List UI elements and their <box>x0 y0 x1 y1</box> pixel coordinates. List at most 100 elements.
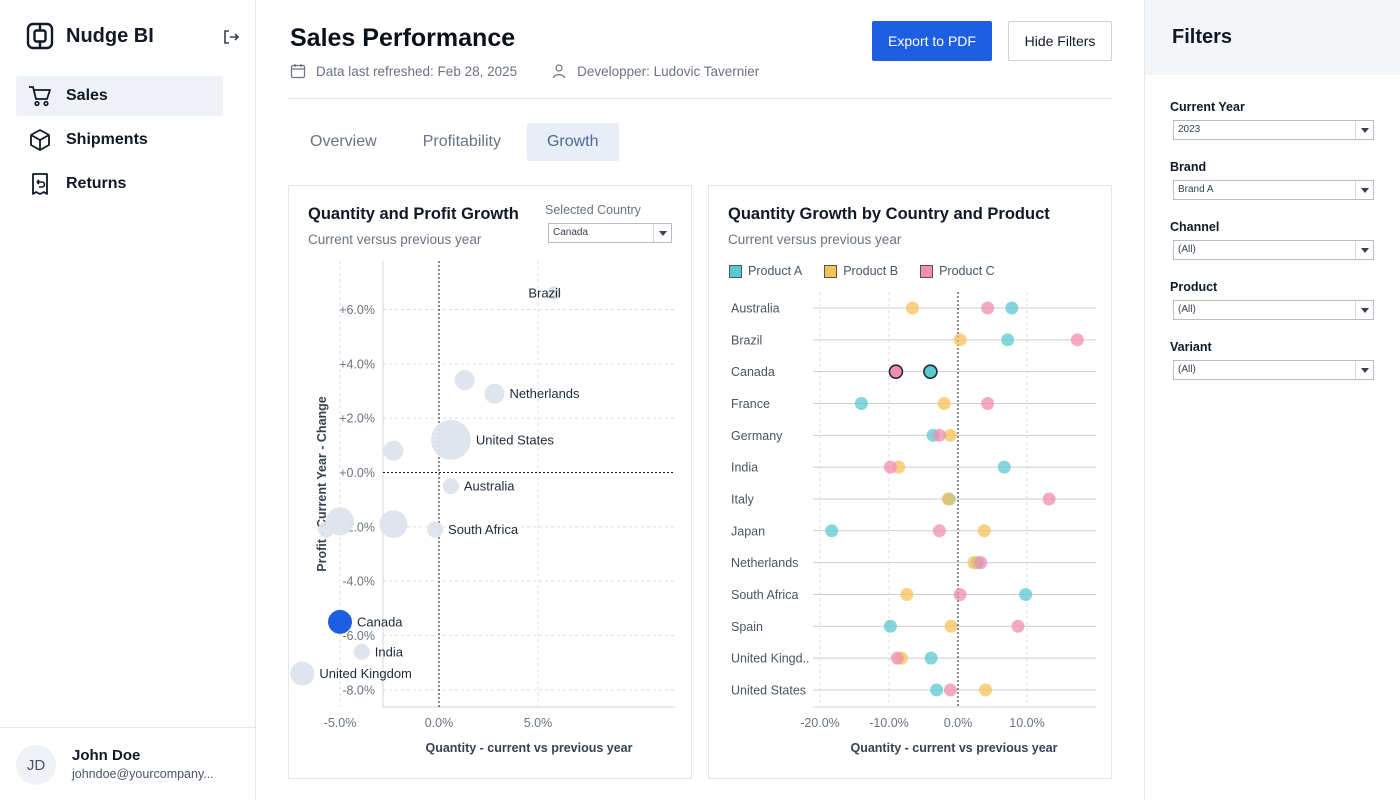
dot-product-c <box>1042 492 1056 506</box>
y-tick-label: -6.0% <box>342 629 375 643</box>
scatter-point <box>326 507 354 536</box>
dot-product-a <box>1005 301 1019 315</box>
dot-product-b <box>953 333 967 347</box>
point-label: Netherlands <box>509 386 580 401</box>
filters-header: Filters <box>1145 0 1400 75</box>
scatter-point <box>442 478 459 495</box>
chevron-down-icon <box>1355 181 1373 199</box>
nav-label: Shipments <box>66 131 148 148</box>
category-label: South Africa <box>731 588 798 602</box>
dot-product-c <box>981 301 995 315</box>
y-axis-title: Profit - Current Year - Change <box>315 396 329 572</box>
x-axis-title: Quantity - current vs previous year <box>425 741 632 755</box>
legend-label: Product C <box>939 264 995 278</box>
selected-country-label: Selected Country <box>545 203 641 217</box>
scatter-point <box>379 510 408 539</box>
dot-product-b <box>979 683 993 697</box>
scatter-chart: -5.0% 0.0% 5.0%+6.0%+4.0%+2.0%+0.0%-2.0%-4… <box>290 261 675 755</box>
dot-product-c <box>943 683 957 697</box>
dot-product-a <box>883 619 897 633</box>
hide-filters-button[interactable]: Hide Filters <box>1008 21 1112 61</box>
category-label: Japan <box>731 524 765 538</box>
page-meta: Data last refreshed: Feb 28, 2025 Develo… <box>290 63 759 79</box>
filters-title: Filters <box>1172 26 1233 48</box>
filter-value: Brand A <box>1178 184 1214 195</box>
category-label: Germany <box>731 429 783 443</box>
dot-product-a <box>854 396 868 410</box>
dotplot-subtitle: Current versus previous year <box>728 232 902 247</box>
selected-country-select[interactable]: Canada <box>548 223 672 243</box>
dot-product-b <box>943 428 957 442</box>
legend-item-product-c[interactable]: Product C <box>920 264 995 278</box>
x-tick-label: 0.0% <box>425 716 454 730</box>
user-icon <box>553 64 566 79</box>
receipt-return-icon <box>32 173 48 195</box>
filter-label-product: Product <box>1170 280 1218 294</box>
nav-label: Sales <box>66 87 108 104</box>
point-label: India <box>375 644 404 659</box>
filter-label-current-year: Current Year <box>1170 100 1245 114</box>
selected-country-value: Canada <box>553 227 589 238</box>
y-tick-label: +6.0% <box>339 303 375 317</box>
dotplot-title: Quantity Growth by Country and Product <box>728 205 1050 223</box>
filter-value: 2023 <box>1178 124 1201 135</box>
point-label: United Kingdom <box>319 666 412 681</box>
category-label: Spain <box>731 620 763 634</box>
scatter-point <box>454 370 475 391</box>
category-label: Italy <box>731 492 755 506</box>
user-email: johndoe@yourcompany... <box>72 767 214 781</box>
category-label: Brazil <box>731 333 762 347</box>
avatar: JD <box>16 745 56 785</box>
point-label: United States <box>476 432 555 447</box>
tab-overview[interactable]: Overview <box>310 133 377 150</box>
dot-product-c <box>953 587 967 601</box>
dotplot-chart: -20.0% -10.0% 0.0% 10.0% Australia Brazil Cana… <box>731 292 1096 755</box>
chevron-down-icon <box>1355 301 1373 319</box>
user-profile[interactable]: JD John Doe johndoe@yourcompany... <box>0 727 256 800</box>
point-label: Canada <box>357 614 403 629</box>
legend-label: Product A <box>748 264 803 278</box>
dot-product-a <box>825 524 839 538</box>
nav-item-sales[interactable]: Sales <box>16 76 223 116</box>
nav-item-shipments[interactable]: Shipments <box>16 120 223 160</box>
filter-current-year-select[interactable]: 2023 <box>1173 120 1374 140</box>
filter-label-brand: Brand <box>1170 160 1207 174</box>
point-label: Australia <box>464 479 515 494</box>
category-label: United States <box>731 683 806 697</box>
x-tick-label: -10.0% <box>869 716 909 730</box>
export-pdf-button[interactable]: Export to PDF <box>872 21 992 61</box>
tab-bar: Overview Profitability Growth <box>290 123 625 161</box>
main-nav: Sales Shipments Returns <box>16 76 223 208</box>
collapse-sidebar-icon[interactable] <box>222 28 240 46</box>
tab-growth[interactable]: Growth <box>526 123 619 161</box>
legend-label: Product B <box>843 264 899 278</box>
y-tick-label: -8.0% <box>342 683 375 697</box>
point-label: Brazil <box>528 286 561 301</box>
legend-item-product-b[interactable]: Product B <box>824 264 898 278</box>
dot-product-c <box>883 460 897 474</box>
brand[interactable]: Nudge BI <box>26 22 154 50</box>
category-label: United Kingd.. <box>731 652 810 666</box>
filter-value: (All) <box>1178 244 1196 255</box>
page-title: Sales Performance <box>290 24 516 52</box>
dot-product-c <box>888 364 904 379</box>
dot-product-a <box>924 651 938 665</box>
dot-product-a <box>923 364 938 379</box>
filters-panel: Filters Current Year 2023 Brand Brand A … <box>1144 0 1400 800</box>
dot-product-c <box>932 428 946 442</box>
filter-product-select[interactable]: (All) <box>1173 300 1374 320</box>
legend-item-product-a[interactable]: Product A <box>729 264 802 278</box>
filter-label-channel: Channel <box>1170 220 1220 234</box>
nav-item-returns[interactable]: Returns <box>16 164 223 204</box>
filter-variant-select[interactable]: (All) <box>1173 360 1374 380</box>
legend-swatch <box>920 264 934 278</box>
filter-brand-select[interactable]: Brand A <box>1173 180 1374 200</box>
x-tick-label: 5.0% <box>524 716 553 730</box>
dot-product-a <box>1001 333 1015 347</box>
tab-profitability[interactable]: Profitability <box>422 133 501 150</box>
app-name: Nudge BI <box>66 24 154 47</box>
dot-product-b <box>900 587 914 601</box>
header-divider <box>288 98 1112 99</box>
chevron-down-icon <box>1355 121 1373 139</box>
filter-channel-select[interactable]: (All) <box>1173 240 1374 260</box>
